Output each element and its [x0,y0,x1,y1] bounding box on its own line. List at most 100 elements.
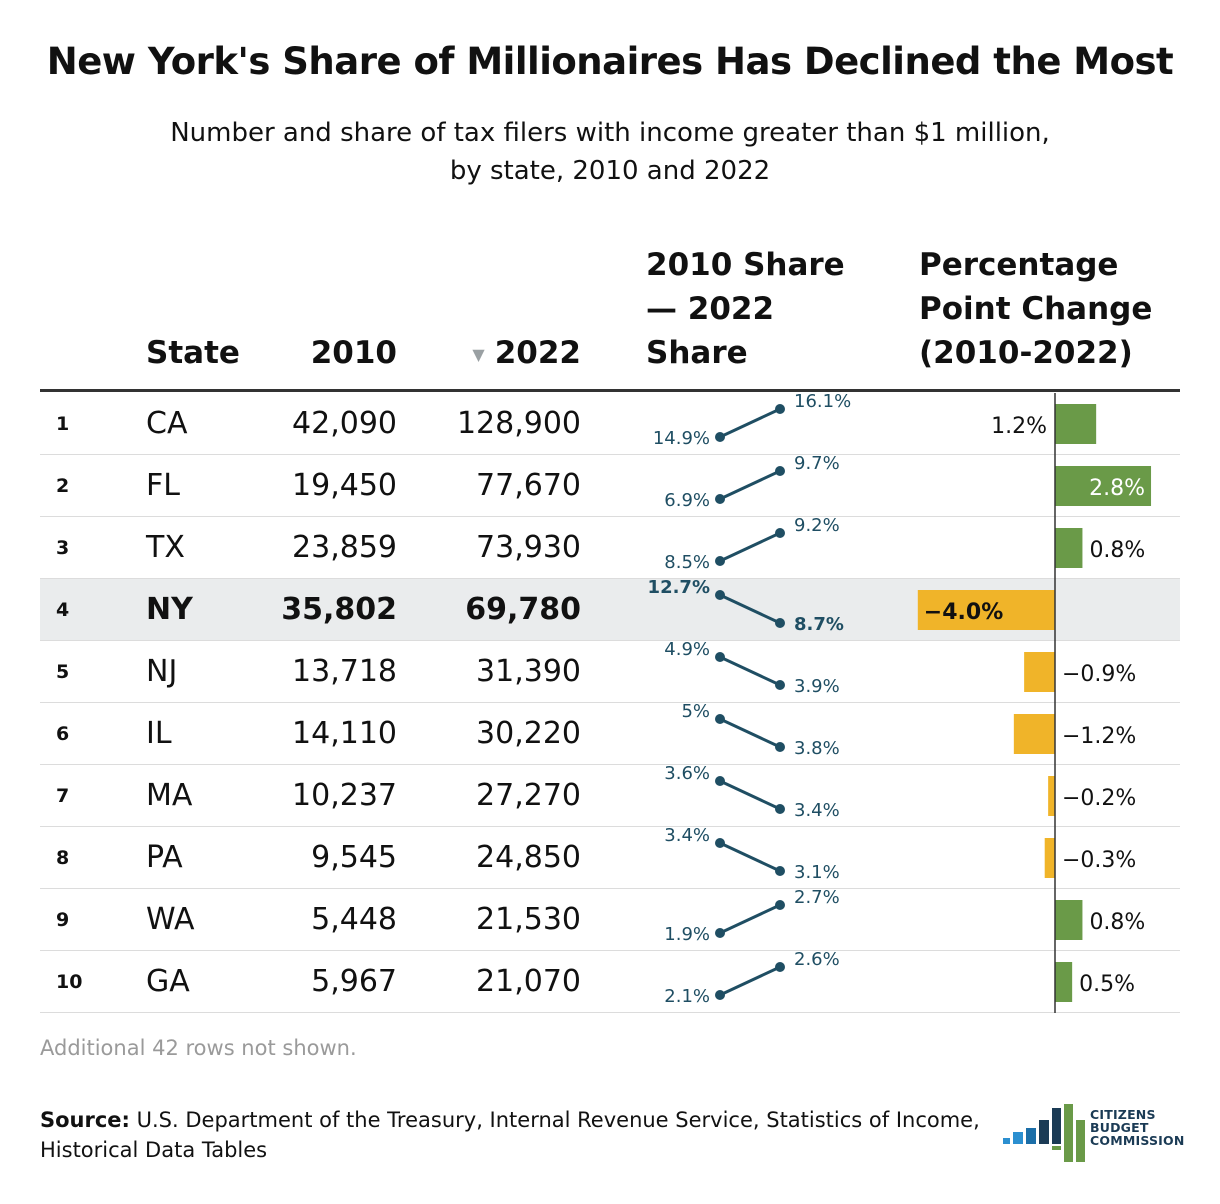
change-label: −0.9% [1062,662,1136,687]
row-state: GA [146,964,190,999]
table-row[interactable]: 2 FL 19,450 77,670 [40,455,1180,517]
logo-line-3: COMMISSION [1090,1133,1185,1148]
share-2022-label: 8.7% [794,614,844,635]
row-state: NY [146,592,193,627]
column-header-share-line1: 2010 Share [646,247,845,283]
row-filers-2022: 21,530 [476,902,581,937]
table-row[interactable]: 4 NY 35,802 69,780 [40,579,1180,641]
change-label: −4.0% [924,600,1003,625]
share-2010-label: 3.6% [664,763,710,784]
column-header-state[interactable]: State [146,335,240,371]
row-filers-2010: 5,448 [311,902,397,937]
share-2022-label: 3.4% [794,800,840,821]
row-rank: 3 [56,537,70,559]
change-bar [1055,528,1083,568]
row-state: MA [146,778,193,813]
row-state: CA [146,406,188,441]
row-filers-2022: 27,270 [476,778,581,813]
share-2010-point [715,494,725,504]
column-header-change-line2: Point Change [919,291,1153,327]
share-slope-line [719,655,781,687]
row-state: PA [146,840,183,875]
share-2022-label: 3.1% [794,862,840,883]
row-filers-2010: 14,110 [292,716,397,751]
share-2022-point [775,742,785,752]
change-bar [1048,776,1055,816]
column-header-share-slope[interactable]: 2010 Share — 2022 Share [646,243,886,375]
row-filers-2010: 35,802 [281,592,397,627]
row-filers-2022: 21,070 [476,964,581,999]
share-slope-line [719,531,781,563]
share-2010-point [715,838,725,848]
table-row[interactable]: 9 WA 5,448 21,530 [40,889,1180,951]
share-slope-line [719,779,781,811]
table-row[interactable]: 10 GA 5,967 21,070 [40,951,1180,1013]
table-row[interactable]: 1 CA 42,090 128,900 [40,393,1180,455]
column-header-2022[interactable]: ▼ 2022 [430,331,581,377]
table-row[interactable]: 7 MA 10,237 27,270 [40,765,1180,827]
row-state: IL [146,716,172,751]
row-rank: 10 [56,971,83,993]
chart-subtitle: Number and share of tax filers with inco… [170,118,1050,186]
row-rank: 6 [56,723,70,745]
row-state: NJ [146,654,178,689]
share-2022-point [775,680,785,690]
change-bar [1055,466,1152,506]
row-rank: 9 [56,909,70,931]
share-2022-point [775,528,785,538]
logo-text: CITIZENS BUDGET COMMISSION [1090,1108,1185,1147]
share-2022-label: 2.7% [794,887,840,908]
row-filers-2010: 42,090 [292,406,397,441]
share-2010-label: 12.7% [648,577,710,598]
share-2022-point [775,866,785,876]
share-2010-point [715,776,725,786]
logo-line-1: CITIZENS [1090,1107,1156,1122]
column-header-change-line1: Percentage [919,247,1119,283]
share-2022-label: 9.7% [794,453,840,474]
column-header-2010[interactable]: 2010 [310,335,397,371]
share-2022-label: 9.2% [794,515,840,536]
row-filers-2022: 24,850 [476,840,581,875]
share-2010-point [715,928,725,938]
row-state: FL [146,468,180,503]
share-2010-point [715,990,725,1000]
column-header-point-change[interactable]: Percentage Point Change (2010-2022) [919,243,1179,375]
change-bar [1013,714,1055,754]
table-row[interactable]: 3 TX 23,859 73,930 [40,517,1180,579]
change-bar [1044,838,1055,878]
share-2010-label: 6.9% [664,490,710,511]
share-2022-point [775,404,785,414]
share-2010-point [715,652,725,662]
table-row[interactable]: 8 PA 9,545 24,850 [40,827,1180,889]
header-rule [40,389,1180,392]
share-2022-point [775,962,785,972]
share-slope-line [719,903,781,935]
row-filers-2010: 10,237 [292,778,397,813]
row-filers-2022: 69,780 [465,592,581,627]
change-label: −1.2% [1062,724,1136,749]
share-2022-point [775,466,785,476]
row-filers-2022: 30,220 [476,716,581,751]
row-filers-2010: 9,545 [311,840,397,875]
row-filers-2022: 77,670 [476,468,581,503]
table-row[interactable]: 6 IL 14,110 30,220 [40,703,1180,765]
column-header-share-line3: Share [646,335,748,371]
share-slope-line [719,965,781,997]
share-2010-label: 3.4% [664,825,710,846]
change-bar [1055,404,1097,444]
share-2022-label: 2.6% [794,949,840,970]
source-note: Source: U.S. Department of the Treasury,… [40,1105,990,1165]
share-2022-label: 3.8% [794,738,840,759]
change-label: −0.3% [1062,848,1136,873]
share-2010-label: 14.9% [653,428,710,449]
share-slope-line [719,469,781,501]
share-2022-point [775,804,785,814]
row-filers-2022: 73,930 [476,530,581,565]
chart-title: New York's Share of Millionaires Has Dec… [46,40,1174,83]
column-header-share-line2: — 2022 [646,291,775,327]
change-bar [1024,652,1055,692]
rows-not-shown-note: Additional 42 rows not shown. [40,1036,357,1060]
table-row[interactable]: 5 NJ 13,718 31,390 [40,641,1180,703]
change-label: 0.8% [1089,910,1145,935]
